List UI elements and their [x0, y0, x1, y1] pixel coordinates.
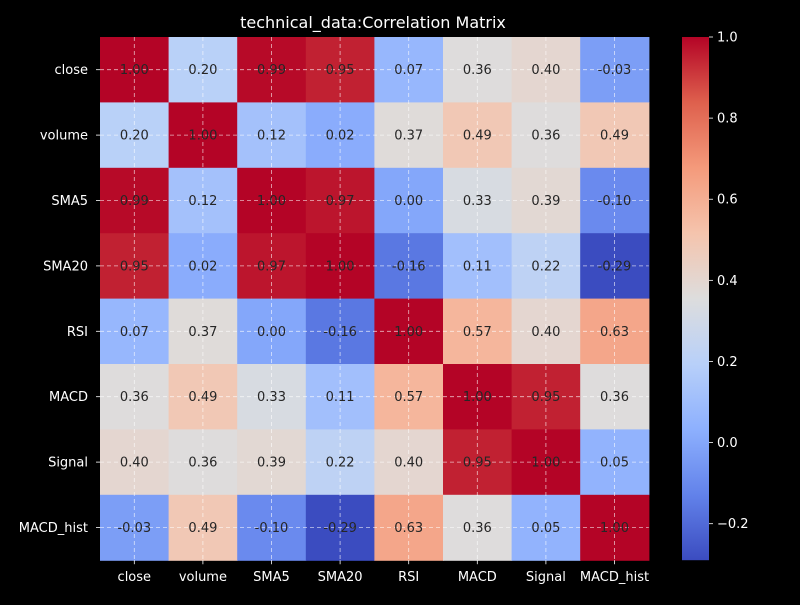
grid-lines — [100, 37, 649, 561]
cell-value-label: 0.36 — [120, 390, 149, 405]
colorbar-tick-label: 0.0 — [717, 436, 738, 451]
heatmap-cells — [100, 37, 650, 561]
y-tick-label: MACD_hist — [19, 521, 88, 536]
cell-value-label: 0.07 — [394, 63, 423, 78]
cell-value-label: 0.63 — [600, 325, 629, 340]
y-tick-label: MACD — [49, 390, 88, 405]
cell-value-label: 0.00 — [257, 325, 286, 340]
cell-value-label: 0.39 — [257, 456, 286, 471]
cell-value-label: 0.97 — [326, 194, 355, 209]
cell-value-label: 0.57 — [463, 325, 492, 340]
cell-value-label: 1.00 — [120, 63, 149, 78]
cell-value-label: 1.00 — [600, 521, 629, 536]
cell-value-label: 0.49 — [188, 521, 217, 536]
cell-value-label: 0.37 — [188, 325, 217, 340]
cell-value-label: 1.00 — [257, 194, 286, 209]
y-tick-label: RSI — [67, 325, 88, 340]
cell-value-label: 1.00 — [463, 390, 492, 405]
y-axis-ticks: close volume SMA5 SMA20 RSI MACD Signal MACD_hi… — [19, 63, 100, 536]
cell-value-label: 0.49 — [600, 129, 629, 144]
cell-value-label: -0.10 — [255, 521, 289, 536]
colorbar-tick-label: 0.2 — [717, 355, 738, 370]
y-tick-label: Signal — [48, 456, 88, 471]
cell-value-label: 0.95 — [326, 63, 355, 78]
cell-value-label: 0.39 — [531, 194, 560, 209]
x-tick-label: volume — [179, 570, 227, 585]
cell-value-label: 0.00 — [394, 194, 423, 209]
y-tick-label: close — [55, 63, 88, 78]
cell-value-label: -0.16 — [323, 325, 357, 340]
cell-value-label: 0.05 — [531, 521, 560, 536]
cell-value-label: -0.03 — [117, 521, 151, 536]
cell-value-label: 0.07 — [120, 325, 149, 340]
cell-value-label: 0.40 — [394, 456, 423, 471]
colorbar-tick-label: 0.4 — [717, 274, 738, 289]
cell-value-label: 0.11 — [326, 390, 355, 405]
x-tick-label: SMA20 — [318, 570, 363, 585]
colorbar-tick-label: 0.6 — [717, 193, 738, 208]
cell-value-label: 0.99 — [120, 194, 149, 209]
cell-annotations: 1.00 0.20 0.99 0.95 0.07 0.36 0.40 -0.03 0.20 1.0… — [117, 63, 631, 536]
cell-value-label: 0.36 — [600, 390, 629, 405]
cell-value-label: 0.95 — [531, 390, 560, 405]
cell-value-label: 0.02 — [188, 259, 217, 274]
y-tick-label: SMA20 — [43, 259, 88, 274]
cell-value-label: 0.40 — [531, 325, 560, 340]
cell-value-label: -0.16 — [392, 259, 426, 274]
cell-value-label: 0.33 — [463, 194, 492, 209]
cell-value-label: 0.49 — [188, 390, 217, 405]
cell-value-label: 0.20 — [188, 63, 217, 78]
cell-value-label: -0.29 — [323, 521, 357, 536]
cell-value-label: 1.00 — [394, 325, 423, 340]
cell-value-label: 0.57 — [394, 390, 423, 405]
cell-value-label: 0.95 — [463, 456, 492, 471]
cell-value-label: 0.36 — [463, 63, 492, 78]
cell-value-label: -0.10 — [598, 194, 632, 209]
y-tick-label: volume — [40, 129, 88, 144]
cell-value-label: 0.05 — [600, 456, 629, 471]
x-tick-label: close — [118, 570, 151, 585]
cell-value-label: 0.12 — [257, 129, 286, 144]
colorbar-tick-label: 1.0 — [717, 31, 738, 46]
chart-title: technical_data:Correlation Matrix — [240, 13, 506, 33]
colorbar-tick-label: 0.8 — [717, 112, 738, 127]
cell-value-label: 1.00 — [326, 259, 355, 274]
cell-value-label: 0.11 — [463, 259, 492, 274]
cell-value-label: 0.36 — [188, 456, 217, 471]
cell-value-label: 0.49 — [463, 129, 492, 144]
cell-value-label: -0.03 — [598, 63, 632, 78]
cell-value-label: 0.12 — [188, 194, 217, 209]
cell-value-label: 0.22 — [531, 259, 560, 274]
cell-value-label: 0.99 — [257, 63, 286, 78]
cell-value-label: 0.36 — [463, 521, 492, 536]
x-tick-label: MACD_hist — [580, 570, 649, 585]
cell-value-label: 0.63 — [394, 521, 423, 536]
cell-value-label: 1.00 — [531, 456, 560, 471]
cell-value-label: 1.00 — [188, 129, 217, 144]
y-tick-label: SMA5 — [51, 194, 88, 209]
colorbar-tick-label: −0.2 — [717, 517, 749, 532]
cell-value-label: 0.40 — [531, 63, 560, 78]
colorbar: −0.2 0.0 0.2 0.4 0.6 0.8 1.0 — [682, 31, 749, 561]
cell-value-label: -0.29 — [598, 259, 632, 274]
colorbar-gradient — [682, 37, 709, 561]
cell-value-label: 0.22 — [326, 456, 355, 471]
cell-value-label: 0.02 — [326, 129, 355, 144]
cell-value-label: 0.33 — [257, 390, 286, 405]
cell-value-label: 0.95 — [120, 259, 149, 274]
cell-value-label: 0.97 — [257, 259, 286, 274]
x-tick-label: SMA5 — [253, 570, 290, 585]
x-tick-label: MACD — [458, 570, 497, 585]
cell-value-label: 0.20 — [120, 129, 149, 144]
x-tick-label: RSI — [398, 570, 419, 585]
cell-value-label: 0.40 — [120, 456, 149, 471]
cell-value-label: 0.36 — [531, 129, 560, 144]
x-axis-ticks: close volume SMA5 SMA20 RSI MACD Signal MACD_hi… — [118, 560, 649, 585]
x-tick-label: Signal — [526, 570, 566, 585]
cell-value-label: 0.37 — [394, 129, 423, 144]
